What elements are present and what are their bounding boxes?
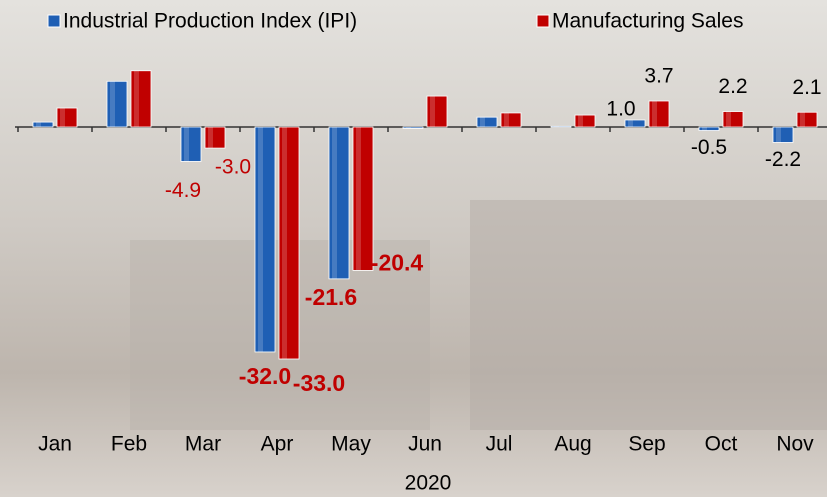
bar-shade [184, 127, 189, 161]
bar-shade [726, 112, 731, 127]
x-tick-label: Feb [111, 433, 147, 456]
data-label: -32.0 [239, 363, 291, 389]
bar-shade [208, 127, 213, 148]
data-label: 2.2 [718, 75, 747, 98]
data-label: 2.1 [792, 76, 821, 99]
data-label: -3.0 [215, 156, 251, 179]
x-tick-label: Nov [776, 433, 814, 456]
bar-shade [504, 113, 509, 127]
chart: 2020 Industrial Production Index (IPI) Ma… [0, 0, 827, 497]
data-label: -0.5 [691, 136, 727, 159]
x-tick-label: Jan [38, 433, 72, 456]
data-label: 3.7 [644, 65, 673, 88]
x-tick-label: Sep [628, 433, 665, 456]
data-label: -2.2 [765, 148, 801, 171]
bar-shade [554, 126, 559, 127]
legend-label: Manufacturing Sales [552, 10, 743, 33]
x-tick-label: Aug [554, 433, 591, 456]
bar-shade [110, 81, 115, 127]
bar-shade [332, 127, 337, 279]
bar-shade [652, 101, 657, 127]
legend-swatch [48, 15, 60, 27]
x-tick-label: Mar [185, 433, 221, 456]
bar-shade [36, 122, 41, 127]
bar-shade [282, 127, 287, 359]
x-tick-label: Jun [408, 433, 442, 456]
bar-shade [430, 96, 435, 127]
legend-label: Industrial Production Index (IPI) [63, 10, 357, 33]
bar-shade [134, 71, 139, 127]
bar-shade [628, 120, 633, 127]
bar-shade [702, 127, 707, 131]
x-axis-label: 2020 [405, 472, 452, 495]
bar-shade [480, 117, 485, 127]
background-building [470, 200, 827, 430]
bar-shade [776, 127, 781, 142]
bar-shade [60, 108, 65, 127]
x-tick-label: Oct [705, 433, 738, 456]
data-label: -4.9 [165, 179, 201, 202]
bar-shade [258, 127, 263, 352]
data-label: -21.6 [305, 284, 357, 310]
x-tick-label: Apr [261, 433, 294, 456]
data-label: -20.4 [371, 249, 424, 275]
x-tick-label: Jul [486, 433, 513, 456]
data-label: 1.0 [606, 98, 635, 121]
x-tick-label: May [331, 433, 371, 456]
bar-shade [800, 112, 805, 127]
bar-shade [406, 127, 411, 128]
bar-shade [356, 127, 361, 270]
bar-shade [578, 115, 583, 127]
data-label: -33.0 [293, 370, 345, 396]
legend-swatch [537, 15, 549, 27]
